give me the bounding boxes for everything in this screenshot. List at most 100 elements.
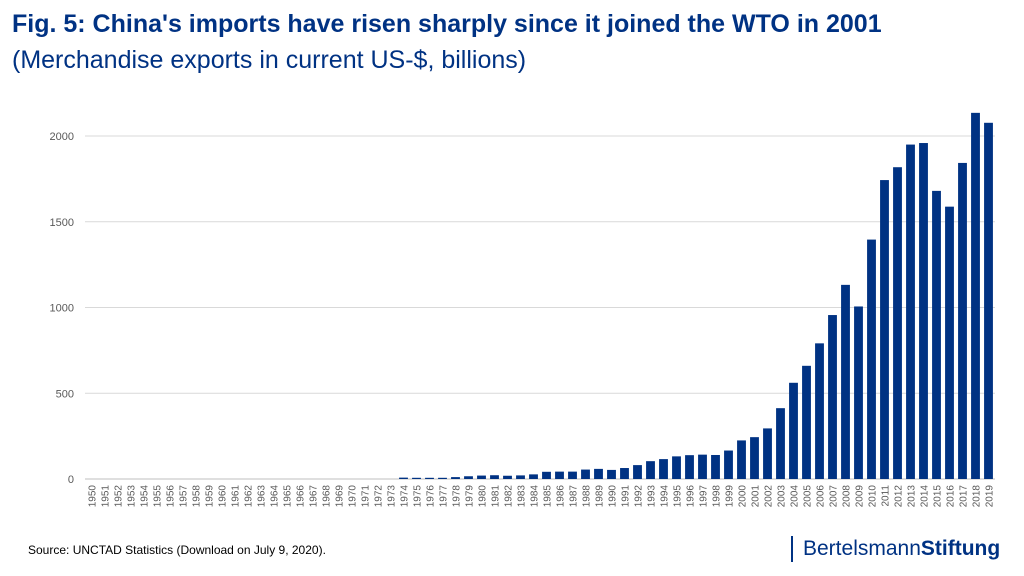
x-tick-label: 1971: [361, 485, 372, 508]
x-tick-label: 2011: [881, 485, 892, 507]
bar: [672, 456, 681, 479]
x-tick-label: 1989: [595, 485, 606, 508]
x-tick-label: 1958: [192, 485, 203, 508]
x-tick-label: 1998: [712, 485, 723, 508]
bar: [932, 190, 941, 479]
x-tick-label: 2003: [777, 485, 788, 508]
bar: [620, 468, 629, 479]
x-tick-label: 1969: [335, 485, 346, 508]
x-tick-label: 2001: [751, 485, 762, 508]
x-tick-label: 1987: [569, 485, 580, 508]
chart-subtitle: (Merchandise exports in current US-$, bi…: [12, 46, 527, 74]
x-tick-label: 2019: [985, 485, 996, 508]
bar: [893, 167, 902, 479]
x-tick-label: 1965: [283, 485, 294, 508]
bar: [802, 365, 811, 479]
x-tick-label: 1992: [634, 485, 645, 508]
bar: [464, 476, 473, 479]
x-tick-label: 2002: [764, 485, 775, 508]
bar: [568, 471, 577, 479]
x-tick-label: 1972: [374, 485, 385, 508]
x-tick-label: 2013: [907, 485, 918, 508]
bar: [724, 450, 733, 479]
x-tick-label: 1976: [426, 485, 437, 508]
x-tick-label: 2009: [855, 485, 866, 508]
x-tick-label: 1993: [647, 485, 658, 508]
bar: [451, 477, 460, 479]
x-tick-label: 1950: [88, 485, 99, 508]
x-tick-label: 2016: [946, 485, 957, 508]
x-tick-label: 2005: [803, 485, 814, 508]
x-tick-label: 1961: [231, 485, 242, 508]
bar: [633, 465, 642, 479]
x-tick-label: 2008: [842, 485, 853, 508]
x-tick-label: 1951: [101, 485, 112, 508]
bar: [503, 475, 512, 479]
x-tick-label: 1966: [296, 485, 307, 508]
x-tick-label: 1952: [114, 485, 125, 508]
x-tick-label: 1973: [387, 485, 398, 508]
source-note: Source: UNCTAD Statistics (Download on J…: [28, 543, 326, 557]
x-tick-label: 2007: [829, 485, 840, 508]
bar: [477, 475, 486, 479]
x-tick-label: 1985: [543, 485, 554, 508]
x-tick-label: 2012: [894, 485, 905, 508]
x-tick-label: 1967: [309, 485, 320, 508]
bar: [659, 459, 668, 479]
logo-text-2: Stiftung: [920, 537, 1001, 560]
logo-text-1: Bertelsmann: [803, 537, 921, 560]
x-tick-label: 2017: [959, 485, 970, 508]
x-tick-label: 1990: [608, 485, 619, 508]
y-tick-label: 500: [56, 388, 74, 400]
bar: [776, 408, 785, 479]
bar: [412, 477, 421, 479]
y-tick-label: 2000: [50, 131, 74, 143]
bar: [854, 306, 863, 479]
x-tick-label: 1955: [153, 485, 164, 508]
x-tick-label: 1996: [686, 485, 697, 508]
bar: [789, 382, 798, 479]
bar: [711, 454, 720, 479]
bar: [906, 144, 915, 479]
x-tick-label: 1959: [205, 485, 216, 508]
y-tick-label: 1000: [50, 303, 74, 315]
x-tick-label: 1956: [166, 485, 177, 508]
x-tick-label: 1988: [582, 485, 593, 508]
y-tick-label: 1500: [50, 217, 74, 229]
x-tick-label: 1995: [673, 485, 684, 508]
logo: Bertelsmann Stiftung: [791, 536, 1000, 562]
bar: [841, 284, 850, 479]
bar: [516, 475, 525, 479]
x-tick-label: 1994: [660, 485, 671, 508]
x-tick-label: 1999: [725, 485, 736, 508]
x-tick-label: 1981: [491, 485, 502, 508]
bar: [685, 455, 694, 479]
x-tick-label: 2015: [933, 485, 944, 508]
bar: [763, 428, 772, 479]
x-tick-label: 1975: [413, 485, 424, 508]
bar: [737, 440, 746, 479]
x-tick-label: 1986: [556, 485, 567, 508]
x-tick-label: 1979: [465, 485, 476, 508]
x-tick-label: 1984: [530, 485, 541, 508]
bar: [945, 206, 954, 479]
bar: [815, 343, 824, 479]
x-tick-label: 1997: [699, 485, 710, 508]
y-tick-label: 0: [68, 474, 74, 486]
x-tick-label: 2006: [816, 485, 827, 508]
bar: [698, 454, 707, 479]
x-tick-label: 1977: [439, 485, 450, 508]
bar: [555, 471, 564, 479]
x-tick-label: 1978: [452, 485, 463, 508]
bar: [425, 477, 434, 479]
x-tick-label: 2014: [920, 485, 931, 508]
x-tick-label: 2010: [868, 485, 879, 508]
bar: [399, 477, 408, 479]
bar: [607, 469, 616, 479]
bar: [646, 461, 655, 479]
x-tick-label: 1960: [218, 485, 229, 508]
x-tick-label: 2004: [790, 485, 801, 508]
x-tick-label: 1963: [257, 485, 268, 508]
x-tick-label: 2018: [972, 485, 983, 508]
x-tick-label: 1962: [244, 485, 255, 508]
